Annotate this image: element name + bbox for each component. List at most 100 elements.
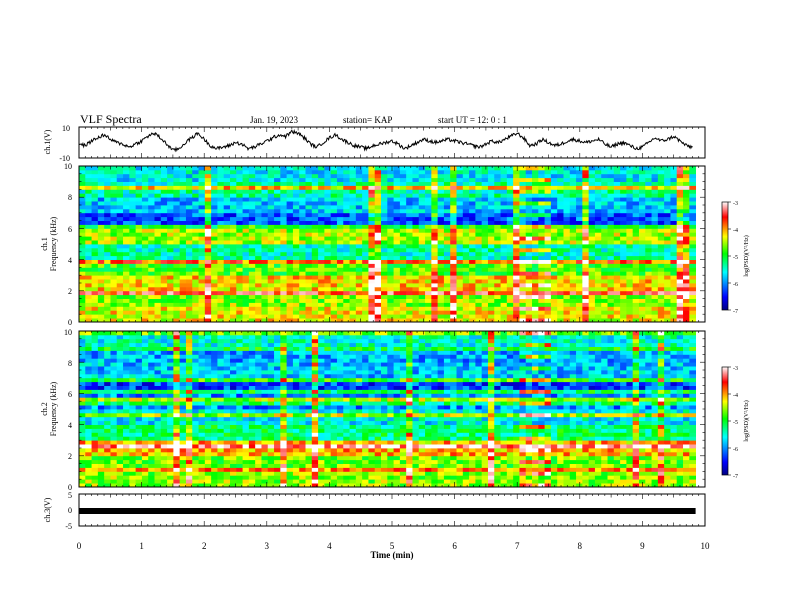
spectrogram-cell (544, 290, 552, 296)
spectrogram-cell (141, 440, 149, 445)
spectrogram-cell (91, 290, 99, 296)
spectrogram-cell (525, 189, 533, 194)
spectrogram-cell (544, 173, 552, 179)
spectrogram-cell (500, 232, 508, 237)
spectrogram-cell (330, 275, 338, 280)
spectrogram-cell (412, 197, 420, 202)
spectrogram-cell (299, 232, 306, 237)
spectrogram-cell (116, 275, 124, 280)
spectrogram-cell (154, 444, 162, 449)
spectrogram-cell (418, 318, 426, 323)
spectrogram-cell (217, 263, 225, 268)
spectrogram-cell (664, 247, 671, 253)
spectrogram-cell (632, 310, 640, 315)
spectrogram-cell (292, 216, 300, 221)
spectrogram-cell (267, 212, 275, 218)
spectrogram-cell (154, 240, 162, 245)
spectrogram-cell (462, 169, 470, 175)
spectrogram-cell (116, 412, 124, 418)
spectrogram-cell (311, 283, 319, 288)
spectrogram-cell (123, 263, 130, 268)
spectrogram-cell (85, 259, 92, 264)
spectrogram-cell (255, 314, 262, 319)
spectrogram-cell (79, 201, 86, 206)
spectrogram-cell (664, 185, 671, 190)
spectrogram-cell (557, 318, 564, 323)
spectrogram-cell (399, 197, 407, 202)
spectrogram-cell (620, 201, 627, 206)
spectrogram-cell (582, 166, 590, 171)
spectrogram-cell (481, 294, 489, 299)
spectrogram-cell (506, 283, 514, 288)
spectrogram-cell (689, 240, 697, 245)
spectrogram-cell (192, 169, 199, 175)
spectrogram-cell (167, 212, 174, 218)
spectrogram-cell (513, 232, 520, 237)
spectrogram-cell (154, 385, 162, 390)
spectrogram-cell (242, 212, 250, 218)
spectrogram-cell (129, 193, 137, 198)
spectrogram-cell (110, 197, 118, 202)
spectrogram-cell (97, 244, 105, 249)
spectrogram-cell (355, 279, 363, 284)
spectrogram-cell (129, 467, 137, 472)
spectrogram-cell (236, 255, 243, 260)
spectrogram-cell (97, 240, 105, 245)
spectrogram-cell (506, 220, 514, 225)
spectrogram-cell (582, 189, 590, 194)
spectrogram-cell (204, 314, 212, 319)
spectrogram-cell (538, 244, 545, 249)
spectrogram-cell (292, 173, 300, 179)
spectrogram-cell (544, 294, 552, 299)
spectrogram-cell (236, 208, 243, 214)
spectrogram-cell (362, 169, 369, 175)
spectrogram-cell (645, 228, 652, 233)
spectrogram-cell (374, 306, 382, 311)
spectrogram-cell (638, 283, 646, 288)
spectrogram-cell (355, 189, 363, 194)
spectrogram-cell (475, 310, 483, 315)
spectrogram-cell (135, 405, 143, 410)
spectrogram-cell (513, 318, 520, 323)
spectrogram-cell (179, 271, 187, 276)
spectrogram-cell (248, 294, 256, 299)
spectrogram-cell (267, 251, 275, 257)
spectrogram-cell (116, 228, 124, 233)
spectrogram-cell (594, 302, 602, 307)
spectrogram-cell (242, 240, 250, 245)
spectrogram-cell (167, 420, 174, 425)
spectrogram-cell (425, 166, 432, 171)
spectrogram-cell (110, 331, 118, 336)
spectrogram-cell (141, 483, 149, 488)
spectrogram-cell (79, 448, 86, 453)
spectrogram-cell (85, 271, 92, 276)
spectrogram-cell (217, 232, 225, 237)
spectrogram-cell (173, 181, 181, 186)
spectrogram-cell (513, 169, 520, 175)
spectrogram-cell (399, 290, 407, 296)
spectrogram-cell (97, 283, 105, 288)
spectrogram-cell (393, 279, 401, 284)
spectrogram-cell (104, 240, 111, 245)
spectrogram-cell (97, 475, 105, 480)
spectrogram-cell (85, 267, 92, 272)
spectrogram-cell (374, 208, 382, 214)
spectrogram-cell (437, 306, 445, 311)
spectrogram-cell (167, 275, 174, 280)
spectrogram-cell (104, 455, 111, 461)
spectrogram-cell (104, 463, 111, 468)
spectrogram-cell (412, 185, 420, 190)
spectrogram-cell (336, 236, 344, 241)
spectrogram-cell (506, 185, 514, 190)
spectrogram-cell (387, 185, 394, 190)
spectrogram-cell (683, 208, 690, 214)
spectrogram-cell (305, 286, 313, 292)
spectrogram-cell (91, 373, 99, 379)
spectrogram-cell (481, 224, 489, 229)
spectrogram-cell (601, 232, 608, 237)
spectrogram-cell (576, 294, 583, 299)
spectrogram-cell (462, 177, 470, 182)
spectrogram-cell (620, 240, 627, 245)
spectrogram-cell (299, 181, 306, 186)
spectrogram-cell (198, 279, 206, 284)
